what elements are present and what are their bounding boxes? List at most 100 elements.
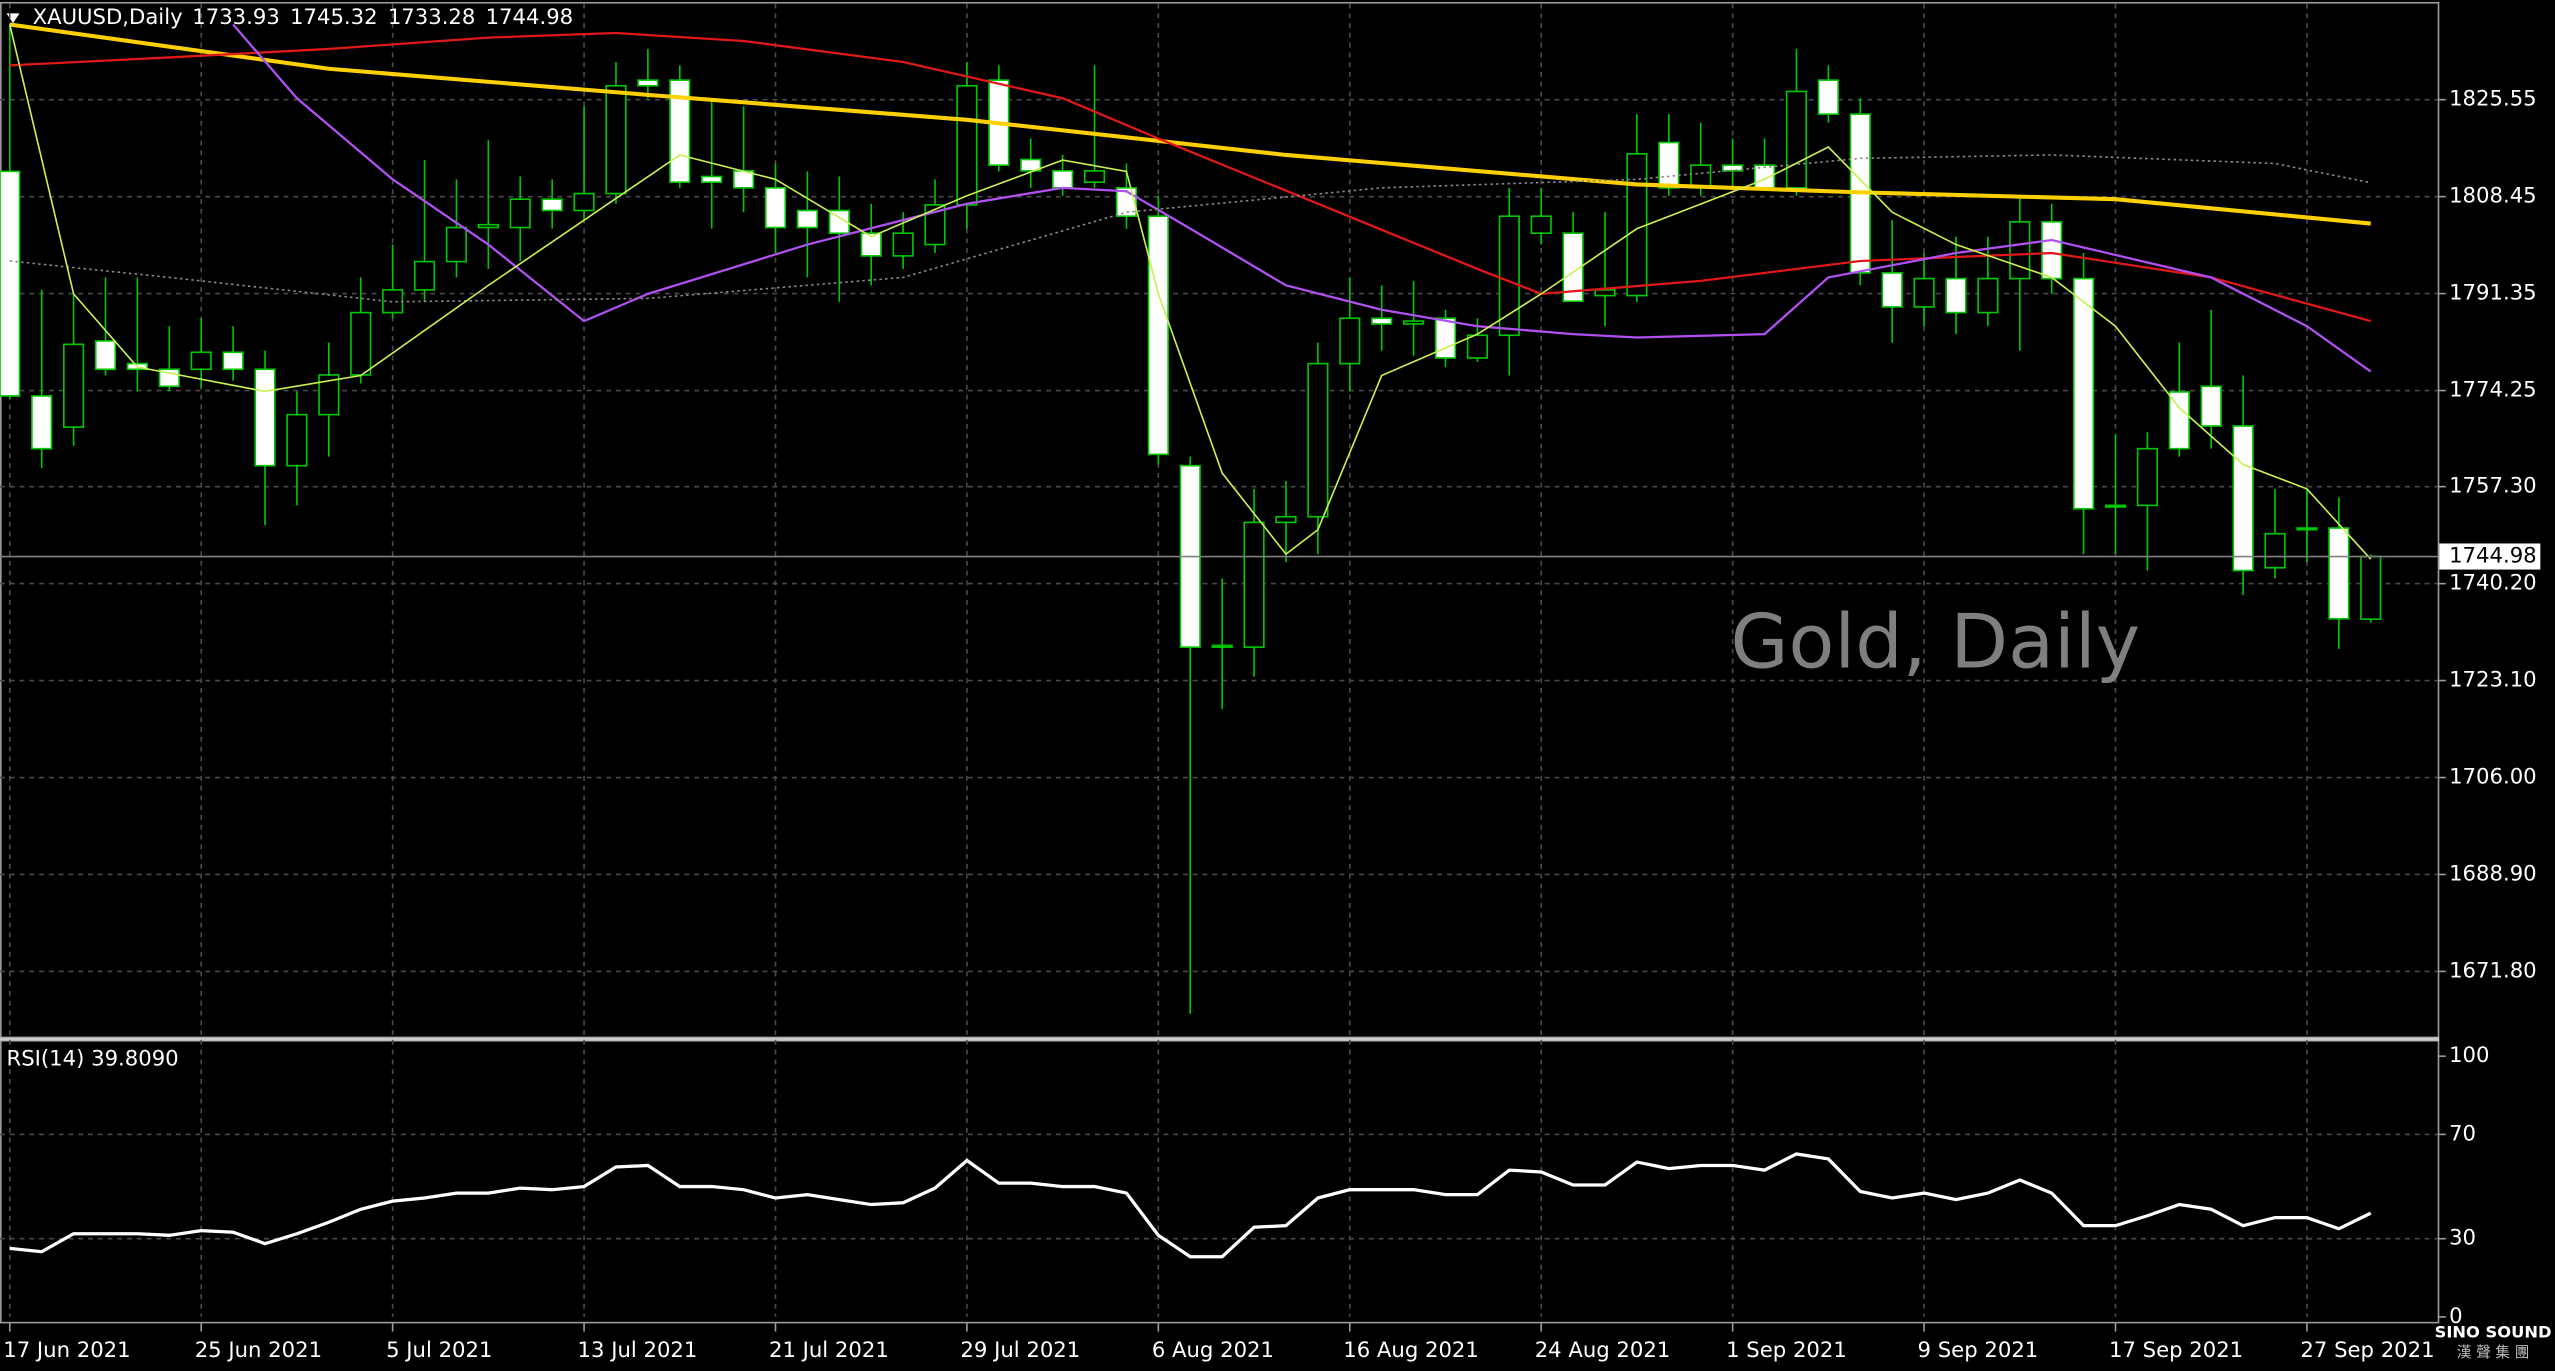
y-tick-label: 1723.10	[2449, 667, 2537, 692]
rsi-line	[9, 1152, 2372, 1259]
candle-body	[2136, 447, 2158, 507]
candle-body	[2041, 221, 2063, 280]
candle-body	[796, 209, 818, 229]
y-tick-label: 1791.35	[2449, 280, 2537, 305]
candle-body	[1275, 515, 1297, 524]
candle-body	[1466, 334, 1488, 359]
y-tick-label: 0	[2449, 1303, 2462, 1328]
candle-body	[956, 84, 978, 206]
candle-body	[1977, 277, 1999, 314]
candle-body	[31, 395, 53, 450]
y-tick-label: 1671.80	[2449, 957, 2537, 982]
rsi-frame	[0, 1039, 2440, 1324]
x-tick-label: 17 Sep 2021	[2109, 1337, 2243, 1362]
marks-layer	[0, 22, 2541, 1259]
price-label-box	[2439, 543, 2541, 570]
labels-layer: XAUUSD,Daily 1733.93 1745.32 1733.28 174…	[3, 4, 2551, 1362]
x-tick-label: 13 Jul 2021	[578, 1337, 698, 1362]
candle-body	[1339, 317, 1361, 365]
candle-body	[2232, 425, 2254, 572]
candle-body	[605, 84, 627, 195]
y-tick-label: 1808.45	[2449, 183, 2537, 208]
candle-body	[1052, 170, 1074, 189]
y-tick-label: 70	[2449, 1120, 2476, 1145]
candle-body	[1722, 164, 1744, 172]
candle-body	[62, 343, 85, 428]
candle-body	[1147, 215, 1169, 456]
candle-body	[477, 223, 499, 229]
candle-body	[286, 413, 308, 467]
candle-body	[2168, 391, 2190, 450]
candle-body	[2073, 277, 2095, 510]
header-open: 1733.93	[192, 4, 280, 29]
candle-body	[1626, 153, 1648, 297]
y-tick-label: 1706.00	[2449, 764, 2537, 789]
candle-body	[1211, 644, 1233, 648]
main-frame	[0, 1, 2440, 1039]
candle-body	[892, 232, 914, 257]
watermark: Gold, Daily	[1730, 598, 2140, 686]
candle-body	[1913, 277, 1935, 308]
candle-body	[1530, 215, 1552, 235]
candle-body	[1562, 232, 1584, 303]
x-tick-label: 24 Aug 2021	[1535, 1337, 1671, 1362]
candle-body	[2009, 221, 2031, 280]
symbol-title: XAUUSD,Daily	[33, 4, 183, 29]
candle-body	[1243, 521, 1265, 648]
candle-body	[2360, 555, 2382, 620]
candle-body	[1498, 215, 1520, 337]
candle-body	[94, 340, 117, 371]
logo-subtitle: 漢 聲 集 團	[2457, 1344, 2530, 1361]
candle-body	[350, 311, 372, 376]
candle-body	[222, 351, 244, 371]
candle-body	[1083, 170, 1106, 183]
candle-body	[2296, 527, 2318, 531]
x-tick-label: 6 Aug 2021	[1152, 1337, 1274, 1362]
candle-body	[701, 175, 723, 183]
candle-body	[254, 368, 276, 467]
x-tick-label: 21 Jul 2021	[769, 1337, 889, 1362]
candle-body	[1817, 79, 1839, 115]
candle-body	[413, 260, 436, 291]
x-tick-label: 1 Sep 2021	[1726, 1337, 1847, 1362]
logo-name: SINO SOUND	[2435, 1323, 2552, 1342]
y-tick-label: 100	[2449, 1042, 2489, 1067]
y-tick-label: 1740.20	[2449, 570, 2537, 595]
header-high: 1745.32	[290, 4, 378, 29]
candle-body	[445, 226, 468, 263]
y-tick-label: 1757.30	[2449, 473, 2537, 498]
candle-body	[318, 374, 340, 416]
candle-body	[1658, 141, 1680, 189]
candle-body	[860, 232, 882, 257]
price-label: 1744.98	[2449, 543, 2537, 568]
x-tick-label: 29 Jul 2021	[960, 1337, 1080, 1362]
candle-body	[573, 192, 595, 212]
moving-average-line	[9, 22, 2371, 226]
x-tick-label: 9 Sep 2021	[1918, 1337, 2039, 1362]
y-tick-label: 30	[2449, 1225, 2476, 1250]
candle-body	[2200, 385, 2222, 427]
x-tick-label: 16 Aug 2021	[1343, 1337, 1479, 1362]
candle-body	[2264, 532, 2286, 569]
candle-body	[541, 198, 563, 212]
y-tick-label: 1774.25	[2449, 377, 2537, 402]
x-tick-label: 25 Jun 2021	[195, 1337, 322, 1362]
candle-body	[2104, 504, 2127, 508]
candle-body	[1371, 317, 1393, 325]
candle-body	[1307, 362, 1329, 518]
candle-body	[1785, 90, 1808, 189]
x-tick-label: 5 Jul 2021	[386, 1337, 492, 1362]
y-tick-label: 1825.55	[2449, 86, 2537, 111]
y-tick-label: 1688.90	[2449, 860, 2537, 885]
candle-body	[1881, 272, 1903, 308]
candle-body	[0, 170, 21, 397]
candle-body	[190, 351, 212, 371]
candle-body	[1945, 277, 1967, 314]
candle-body	[1020, 158, 1042, 172]
header-close: 1744.98	[486, 4, 574, 29]
moving-average-line	[8, 24, 2372, 560]
x-tick-label: 27 Sep 2021	[2300, 1337, 2434, 1362]
candle-body	[924, 204, 946, 246]
